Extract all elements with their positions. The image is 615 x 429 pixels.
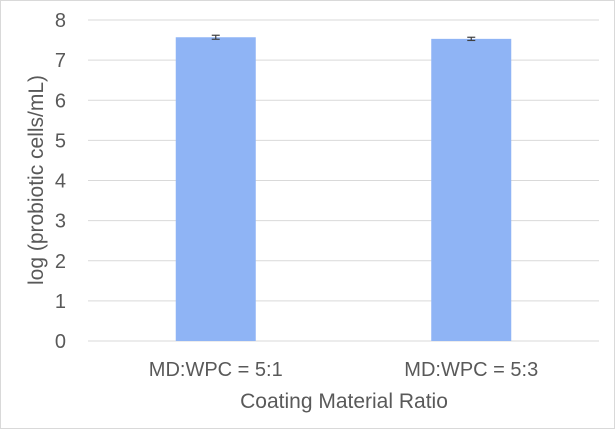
y-axis-ticks: 0 1 2 3 4 5 6 7 8 [55, 10, 66, 353]
x-axis-ticks: MD:WPC = 5:1 MD:WPC = 5:3 [149, 359, 538, 381]
y-tick-label: 6 [55, 90, 66, 112]
bar [431, 38, 512, 341]
gridlines [88, 19, 599, 342]
y-tick-label: 5 [55, 130, 66, 152]
x-tick-label: MD:WPC = 5:1 [149, 359, 283, 381]
x-axis-title: Coating Material Ratio [240, 390, 448, 413]
y-tick-label: 8 [55, 10, 66, 32]
y-tick-label: 4 [55, 171, 66, 193]
error-bars [211, 34, 476, 42]
bars [175, 37, 512, 341]
y-tick-label: 3 [55, 211, 66, 233]
x-tick-label: MD:WPC = 5:3 [404, 359, 538, 381]
y-tick-label: 1 [55, 291, 66, 313]
y-tick-label: 0 [55, 331, 66, 353]
bar [175, 37, 256, 341]
y-tick-label: 7 [55, 50, 66, 72]
y-axis-title: log (probiotic cells/mL) [25, 75, 48, 285]
y-tick-label: 2 [55, 251, 66, 273]
